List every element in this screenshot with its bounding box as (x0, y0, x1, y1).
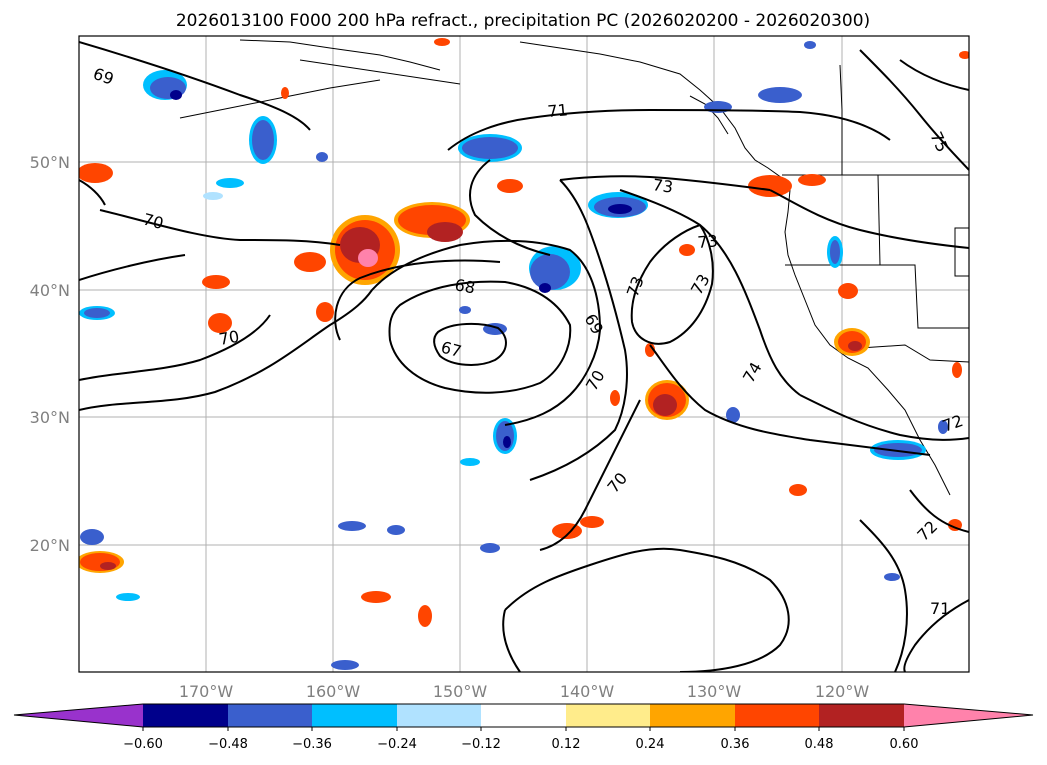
colorbar-tick-label: 0.36 (721, 737, 750, 752)
positive-anomaly-patches (79, 38, 969, 627)
colorbar-min-arrow (14, 704, 143, 727)
contour-label: 70 (141, 210, 166, 234)
colorbar-segment (735, 704, 819, 727)
contour-label: 71 (930, 599, 950, 618)
lon-label: 170°W (179, 682, 234, 701)
colorbar-tick-label: −0.12 (461, 737, 501, 752)
colorbar-tick-label: 0.48 (805, 737, 834, 752)
lat-label: 30°N (30, 408, 70, 427)
negative-anomaly-patches (79, 41, 948, 670)
colorbar-segment (819, 704, 904, 727)
colorbar-tick-label: 0.60 (890, 737, 919, 752)
colorbar-segment (566, 704, 650, 727)
lat-label: 50°N (30, 153, 70, 172)
colorbar-segment (397, 704, 481, 727)
lon-label: 120°W (815, 682, 870, 701)
contour-label: 73 (651, 175, 674, 197)
lat-label: 40°N (30, 281, 70, 300)
contour-label: 73 (697, 231, 719, 252)
colorbar-tick-label: −0.60 (123, 737, 163, 752)
lon-label: 140°W (560, 682, 615, 701)
colorbar-segment (481, 704, 566, 727)
lon-label: 130°W (687, 682, 742, 701)
colorbar-segment (143, 704, 228, 727)
lon-label: 160°W (306, 682, 361, 701)
lat-label: 20°N (30, 536, 70, 555)
contour-label: 71 (547, 100, 569, 121)
colorbar: −0.60 −0.48 −0.36 −0.24 −0.12 0.12 0.24 … (13, 703, 1034, 752)
contour-label: 68 (453, 275, 476, 297)
colorbar-segment (228, 704, 312, 727)
colorbar-max-arrow (904, 704, 1033, 727)
colorbar-tick-label: −0.24 (377, 737, 417, 752)
colorbar-segment (312, 704, 397, 727)
lon-label: 150°W (433, 682, 488, 701)
colorbar-tick-label: 0.12 (552, 737, 581, 752)
map-panel: 69 71 75 70 73 73 68 67 73 73 69 70 70 7… (78, 35, 970, 673)
colorbar-tick-label: 0.24 (636, 737, 665, 752)
map-title: 2026013100 F000 200 hPa refract., precip… (176, 11, 870, 31)
contour-label: 67 (439, 338, 464, 362)
colorbar-tick-label: −0.48 (208, 737, 248, 752)
contour-label: 70 (217, 327, 240, 349)
colorbar-tick-label: −0.36 (292, 737, 332, 752)
longitude-labels: 170°W 160°W 150°W 140°W 130°W 120°W (179, 682, 870, 701)
latitude-labels: 50°N 40°N 30°N 20°N (30, 153, 70, 555)
refractivity-contours (79, 41, 969, 672)
colorbar-segment (650, 704, 735, 727)
precip-shading (79, 38, 969, 670)
